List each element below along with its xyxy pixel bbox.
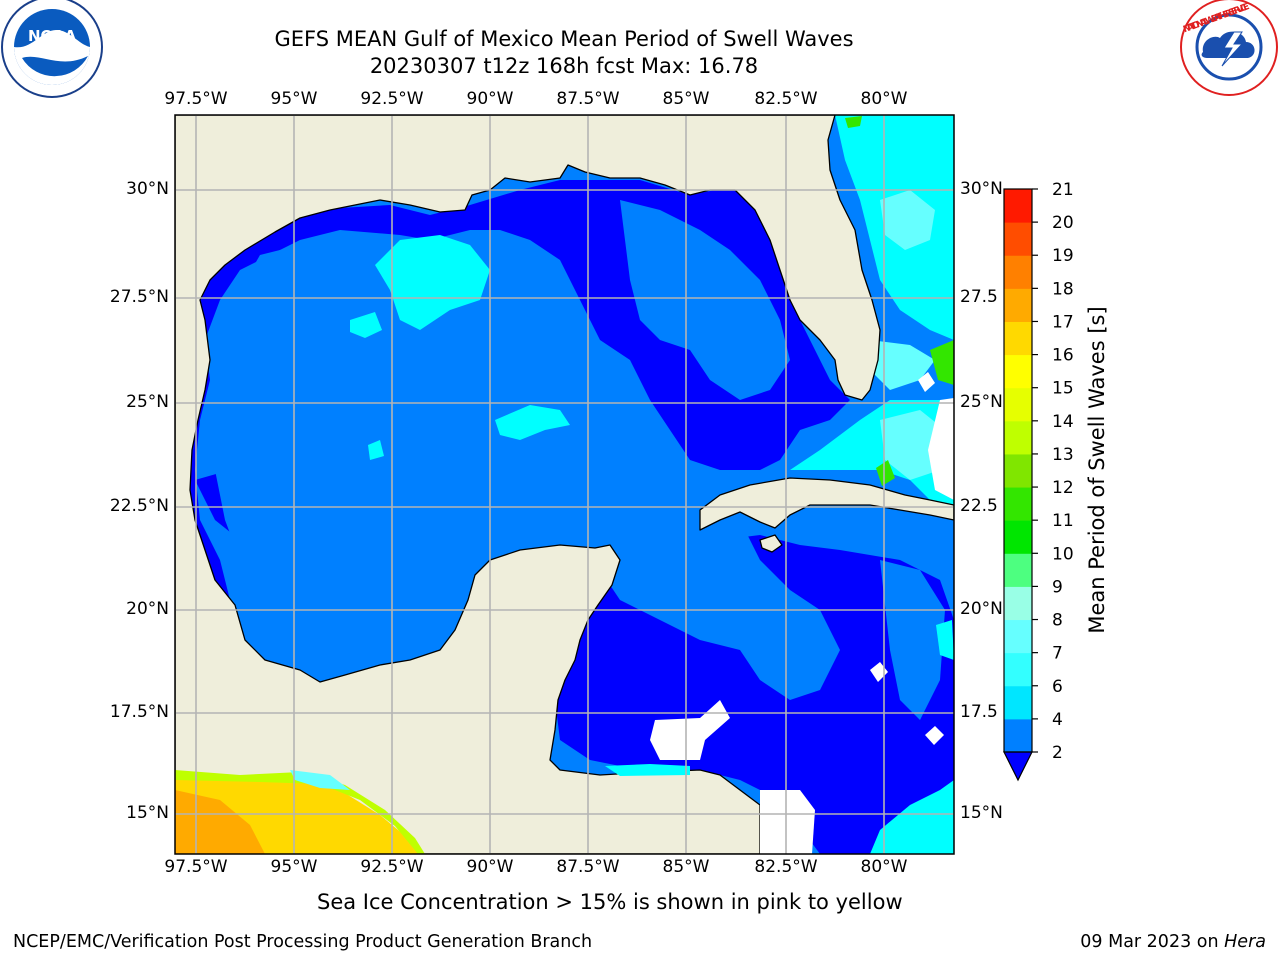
lon-tick-top: 87.5°W [556, 89, 620, 109]
colorbar-tick-label: 17 [1052, 312, 1074, 332]
footer-host: Hera [1224, 932, 1266, 952]
colorbar-label: Mean Period of Swell Waves [s] [1085, 306, 1109, 634]
colorbar-tick-label: 8 [1052, 611, 1063, 631]
nws-logo-icon: NATIONAL WEATHER SERVICE [1179, 0, 1279, 97]
colorbar-segment [1004, 586, 1032, 621]
colorbar-segment [1004, 487, 1032, 521]
lon-tick-top: 90°W [466, 89, 514, 109]
colorbar-segment [1004, 387, 1032, 422]
colorbar-tick-label: 11 [1052, 511, 1074, 531]
colorbar-tick-label: 19 [1052, 246, 1074, 266]
footer-date: 09 Mar 2023 on Hera [1080, 932, 1266, 952]
swell-period-contour-10s [845, 116, 954, 486]
map-area [175, 115, 954, 854]
lat-tick-left: 22.5°N [109, 496, 169, 516]
colorbar-outline [1003, 188, 1033, 753]
colorbar-tick-label: 9 [1052, 577, 1063, 597]
lat-tick-right: 30°N [960, 179, 1003, 199]
lon-tick-bottom: 90°W [466, 857, 514, 877]
no-data-regions [650, 372, 954, 854]
colorbar-segment [1004, 321, 1032, 356]
caribbean-swell-patches [605, 620, 954, 854]
map-subtitle: 20230307 t12z 168h fcst Max: 16.78 [369, 54, 759, 78]
lon-tick-top: 85°W [662, 89, 710, 109]
colorbar-segment [1004, 255, 1032, 289]
colorbar-segment [1004, 420, 1032, 455]
lon-tick-bottom: 85°W [662, 857, 710, 877]
colorbar-tick-label: 16 [1052, 346, 1074, 366]
lon-tick-bottom: 92.5°W [360, 857, 424, 877]
colorbar-segment [1004, 222, 1032, 256]
colorbar-tick-label: 10 [1052, 544, 1074, 564]
lat-tick-right: 15°N [960, 803, 1003, 823]
colorbar: 2 4 6 7 8 9 10 11 12 13 14 15 16 17 18 19 20 21 [1003, 180, 1074, 782]
lat-tick-right: 17.5 [960, 702, 998, 722]
footer-date-text: 09 Mar 2023 on [1080, 932, 1225, 952]
colorbar-tick-label: 4 [1052, 710, 1063, 730]
colorbar-tick-label: 7 [1052, 644, 1063, 664]
colorbar-under-triangle [1003, 751, 1033, 782]
lat-tick-left: 25°N [126, 392, 169, 412]
lat-tick-left: 15°N [126, 803, 169, 823]
colorbar-segment [1004, 619, 1032, 654]
colorbar-segment [1004, 288, 1032, 322]
colorbar-segment [1004, 553, 1032, 587]
colorbar-tick-label: 21 [1052, 180, 1074, 200]
lon-tick-bottom: 80°W [860, 857, 908, 877]
colorbar-tick-label: 15 [1052, 379, 1074, 399]
colorbar-tick-label: 18 [1052, 279, 1074, 299]
swell-period-contour-4s [215, 200, 945, 720]
lon-tick-bottom: 95°W [270, 857, 318, 877]
lon-tick-bottom: 82.5°W [754, 857, 818, 877]
map-frame [174, 114, 955, 855]
colorbar-tick-label: 12 [1052, 478, 1074, 498]
lon-tick-bottom: 97.5°W [164, 857, 228, 877]
lon-tick-top: 82.5°W [754, 89, 818, 109]
lon-tick-bottom: 87.5°W [556, 857, 620, 877]
sea-ice-caption: Sea Ice Concentration > 15% is shown in … [317, 890, 903, 914]
lat-tick-right: 27.5 [960, 287, 998, 307]
lat-tick-left: 30°N [126, 179, 169, 199]
footer-credit: NCEP/EMC/Verification Post Processing Pr… [13, 932, 593, 952]
lat-tick-right: 22.5 [960, 496, 998, 516]
lat-tick-left: 17.5°N [109, 702, 169, 722]
colorbar-tick-label: 20 [1052, 213, 1074, 233]
colorbar-segment [1004, 453, 1032, 488]
colorbar-segment [1004, 718, 1032, 753]
colorbar-tick-label: 14 [1052, 412, 1074, 432]
lon-tick-top: 97.5°W [164, 89, 228, 109]
colorbar-tick-label: 13 [1052, 445, 1074, 465]
lat-tick-right: 25°N [960, 392, 1003, 412]
map-title: GEFS MEAN Gulf of Mexico Mean Period of … [274, 27, 854, 51]
map-gridlines [175, 115, 954, 854]
colorbar-tick-label: 2 [1052, 743, 1063, 763]
colorbar-segment [1004, 685, 1032, 720]
lon-tick-top: 95°W [270, 89, 318, 109]
lat-tick-left: 20°N [126, 599, 169, 619]
colorbar-segment [1004, 189, 1032, 223]
lon-tick-top: 80°W [860, 89, 908, 109]
lat-tick-right: 20°N [960, 599, 1003, 619]
noaa-logo-text: NOAA [28, 27, 77, 45]
colorbar-segment [1004, 354, 1032, 389]
swell-period-contour-7s [870, 190, 945, 480]
colorbar-segment [1004, 520, 1032, 554]
lat-tick-left: 27.5°N [109, 287, 169, 307]
colorbar-segment [1004, 652, 1032, 687]
noaa-logo-icon: NOAA [1, 0, 103, 98]
colorbar-tick-label: 6 [1052, 677, 1063, 697]
lon-tick-top: 92.5°W [360, 89, 424, 109]
